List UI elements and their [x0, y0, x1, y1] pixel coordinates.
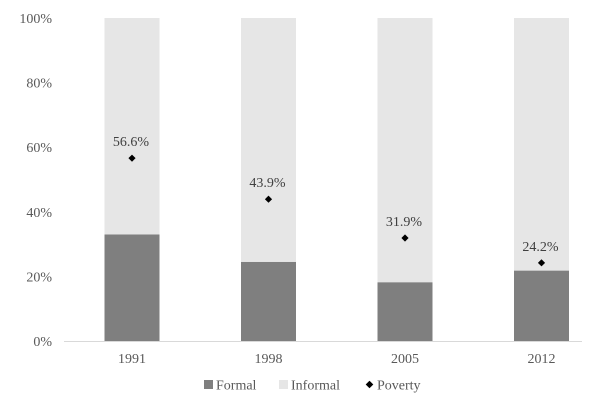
bar-formal-1998: [241, 261, 296, 341]
bars-layer: [104, 18, 569, 341]
bar-informal-1991: [104, 18, 160, 235]
y-tick-label-80: 80%: [26, 77, 52, 92]
legend-item-informal: Informal: [279, 379, 340, 394]
x-axis-ticks: 1991 1998 2005 2012: [118, 352, 556, 367]
legend-label-formal: Formal: [216, 379, 257, 394]
bar-formal-1991: [104, 234, 160, 341]
legend-label-informal: Informal: [291, 379, 340, 394]
bar-formal-2012: [514, 270, 569, 341]
poverty-marker-1998: [264, 195, 273, 203]
legend-swatch-formal: [204, 380, 213, 389]
poverty-markers-layer: 56.6% 43.9% 31.9% 24.2%: [113, 135, 559, 267]
data-label-1998: 43.9%: [249, 176, 286, 191]
bar-formal-2005: [377, 282, 433, 341]
legend-swatch-informal: [279, 380, 288, 389]
y-tick-label-0: 0%: [33, 335, 52, 350]
poverty-marker-2012: [537, 259, 546, 267]
poverty-marker-2005: [401, 234, 409, 242]
y-tick-label-40: 40%: [26, 206, 52, 221]
bar-informal-2005: [377, 18, 433, 283]
x-tick-label-2005: 2005: [391, 352, 419, 367]
data-label-2005: 31.9%: [386, 215, 423, 230]
poverty-marker-1991: [128, 154, 136, 162]
y-tick-label-20: 20%: [26, 270, 52, 285]
legend-item-formal: Formal: [204, 379, 257, 394]
data-label-2012: 24.2%: [522, 240, 559, 255]
legend: Formal Informal Poverty: [204, 379, 421, 394]
bar-informal-2012: [514, 18, 569, 271]
y-tick-label-100: 100%: [19, 12, 52, 27]
y-tick-label-60: 60%: [26, 141, 52, 156]
x-tick-label-1998: 1998: [255, 352, 283, 367]
legend-item-poverty: Poverty: [365, 379, 421, 394]
bar-informal-1998: [241, 18, 296, 262]
legend-swatch-poverty: [365, 380, 374, 389]
x-tick-label-1991: 1991: [118, 352, 146, 367]
legend-label-poverty: Poverty: [377, 379, 421, 394]
data-label-1991: 56.6%: [113, 135, 150, 150]
x-tick-label-2012: 2012: [528, 352, 556, 367]
y-axis-ticks: 0% 20% 40% 60% 80% 100%: [19, 12, 52, 350]
